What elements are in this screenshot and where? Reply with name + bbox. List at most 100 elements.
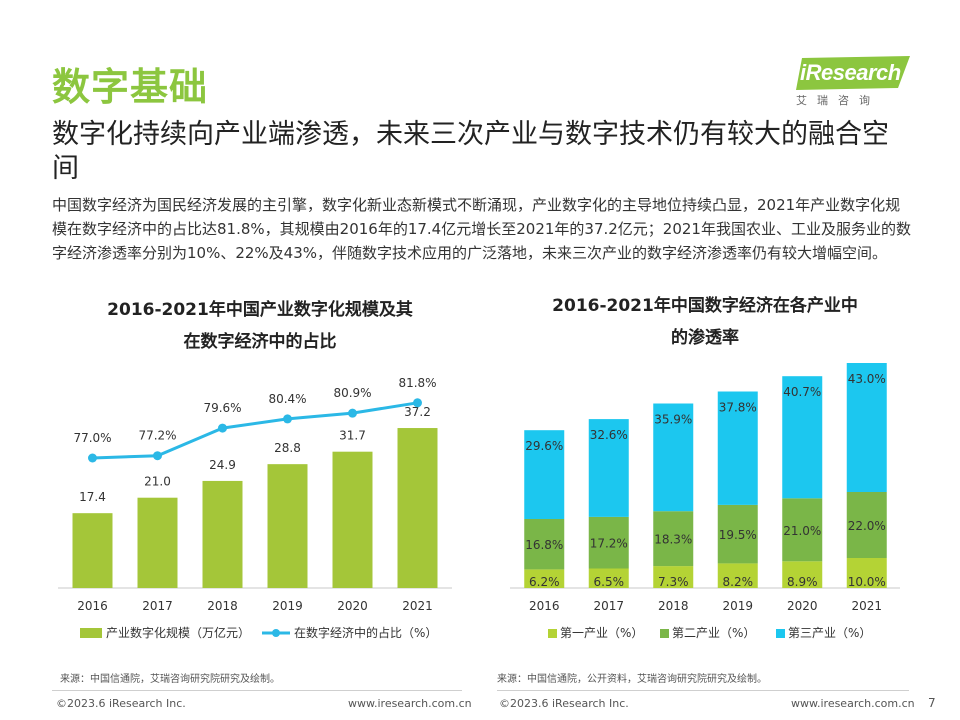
chart2-bar-third-2017 (588, 419, 629, 517)
chart2-bar-second-2020 (782, 498, 823, 562)
chart2-label-second-2021: 22.0% (848, 519, 886, 533)
chart1-title: 2016-2021年中国产业数字化规模及其 在数字经济中的占比 (60, 294, 460, 358)
chart2-label-second-2016: 16.8% (525, 538, 563, 552)
chart2-label-third-2018: 35.9% (654, 413, 692, 427)
chart1-line-point-2017 (153, 451, 162, 461)
chart2-label-third-2016: 29.6% (525, 439, 563, 453)
chart2-label-first-2018: 7.3% (658, 575, 689, 589)
chart2-x-tick-2020: 2020 (787, 599, 818, 613)
chart2-label-third-2021: 43.0% (848, 372, 886, 386)
intro-paragraph: 中国数字经济为国民经济发展的主引擎，数字化新业态新模式不断涌现，产业数字化的主导… (52, 196, 911, 262)
chart1-legend-line-marker (272, 629, 280, 637)
chart1-x-tick-2020: 2020 (337, 599, 368, 613)
chart2-bar-second-2019 (717, 504, 758, 564)
chart1-line-label-2017: 77.2% (138, 429, 176, 443)
chart1-x-tick-2018: 2018 (207, 599, 238, 613)
chart1-share-line (92, 401, 418, 460)
chart2-bar-third-2021 (846, 363, 887, 492)
chart2-label-first-2021: 10.0% (848, 575, 886, 589)
chart2-legend-label-second: 第二产业（%） (672, 626, 755, 640)
chart2-title-line2: 的渗透率 (671, 328, 739, 348)
chart1-bar-label-2019: 28.8 (274, 441, 301, 455)
chart2-x-tick-2018: 2018 (658, 599, 689, 613)
page-number: 7 (928, 696, 936, 710)
chart1-legend-line-label: 在数字经济中的占比（%） (294, 625, 437, 640)
chart2-legend-swatch-first (548, 629, 557, 638)
chart1-line-point-2019 (283, 414, 292, 424)
chart1-legend-bar-label: 产业数字化规模（万亿元） (106, 625, 250, 640)
chart2-label-third-2017: 32.6% (590, 428, 628, 442)
chart1-bar-label-2021: 37.2 (404, 405, 431, 419)
chart1-line-label-2021: 81.8% (398, 376, 436, 390)
chart2-legend-label-first: 第一产业（%） (560, 626, 643, 640)
chart2-label-first-2019: 8.2% (723, 575, 754, 589)
chart2-bar-third-2018 (653, 403, 694, 512)
chart1-bar-label-2018: 24.9 (209, 458, 236, 472)
chart2-legend-swatch-third (776, 629, 785, 638)
chart1-x-tick-2021: 2021 (402, 599, 433, 613)
chart2-bar-first-2018 (653, 566, 694, 588)
chart2-label-second-2018: 18.3% (654, 533, 692, 547)
logo-brand: iResearch (800, 60, 901, 85)
footer-copyright-left: ©2023.6 iResearch Inc. (56, 697, 186, 710)
chart1-bar-2017 (137, 497, 178, 588)
chart1-bar-2021 (397, 428, 438, 588)
source-left: 来源：中国信通院，艾瑞咨询研究院研究及绘制。 (60, 674, 280, 685)
source-right: 来源：中国信通院，公开资料，艾瑞咨询研究院研究及绘制。 (497, 674, 767, 685)
chart1-title-line2: 在数字经济中的占比 (183, 332, 337, 352)
chart1-line-point-2020 (348, 408, 357, 418)
headline: 数字化持续向产业端渗透，未来三次产业与数字技术仍有较大的融合空间 (52, 119, 889, 184)
footer-divider-right (497, 690, 909, 691)
chart1-line-label-2019: 80.4% (268, 392, 306, 406)
footer-divider-left (52, 690, 462, 691)
chart2-x-tick-2019: 2019 (722, 599, 753, 613)
chart1-bar-2018 (202, 480, 243, 588)
chart2-bar-second-2021 (846, 492, 887, 558)
chart1-bar-label-2017: 21.0 (144, 475, 171, 489)
chart2-legend-swatch-second (660, 629, 669, 638)
chart1-bar-2016 (72, 513, 113, 588)
logo-subtitle: 艾瑞咨询 (796, 94, 880, 107)
iresearch-logo (796, 56, 910, 90)
chart1-bar-label-2016: 17.4 (79, 490, 106, 504)
chart1-bar-2020 (332, 451, 373, 588)
section-title: 数字基础 (52, 65, 209, 109)
chart1-line-label-2020: 80.9% (333, 386, 371, 400)
chart2-bar-third-2016 (524, 430, 565, 519)
chart1-x-tick-2016: 2016 (77, 599, 108, 613)
chart2-bar-second-2016 (524, 519, 565, 570)
chart2-title: 2016-2021年中国数字经济在各产业中 的渗透率 (500, 290, 910, 354)
chart1-bar-label-2020: 31.7 (339, 429, 366, 443)
chart2-label-second-2017: 17.2% (590, 537, 628, 551)
chart2-label-first-2017: 6.5% (594, 575, 625, 589)
chart1-line-point-2021 (413, 398, 422, 408)
chart1-line-point-2018 (218, 423, 227, 433)
chart2-label-first-2016: 6.2% (529, 575, 560, 589)
chart2-label-third-2020: 40.7% (783, 385, 821, 399)
chart2-x-tick-2017: 2017 (593, 599, 624, 613)
chart2-x-tick-2021: 2021 (851, 599, 882, 613)
chart2-x-tick-2016: 2016 (529, 599, 560, 613)
chart2-bar-third-2020 (782, 376, 823, 499)
chart1-legend-bar-swatch (80, 628, 102, 638)
footer-copyright-right: ©2023.6 iResearch Inc. (499, 697, 629, 710)
chart2-label-third-2019: 37.8% (719, 401, 757, 415)
chart1-title-line1: 2016-2021年中国产业数字化规模及其 (107, 300, 413, 320)
chart1-line-label-2018: 79.6% (203, 401, 241, 415)
chart2-bar-first-2021 (846, 558, 887, 588)
chart1-bar-2019 (267, 464, 308, 588)
chart2-bar-first-2017 (588, 568, 629, 588)
chart2-bar-third-2019 (717, 391, 758, 505)
chart2-bar-second-2017 (588, 516, 629, 569)
chart2-bar-first-2016 (524, 569, 565, 588)
chart1-x-tick-2019: 2019 (272, 599, 303, 613)
footer-website-left: www.iresearch.com.cn (348, 697, 472, 710)
chart2-bar-second-2018 (653, 511, 694, 567)
chart2-label-second-2019: 19.5% (719, 528, 757, 542)
chart2-title-line1: 2016-2021年中国数字经济在各产业中 (552, 296, 858, 316)
chart1-line-point-2016 (88, 453, 97, 463)
footer-website-right: www.iresearch.com.cn (791, 697, 915, 710)
chart1-x-tick-2017: 2017 (142, 599, 173, 613)
chart1-line-label-2016: 77.0% (73, 431, 111, 445)
chart2-bar-first-2020 (782, 561, 823, 588)
